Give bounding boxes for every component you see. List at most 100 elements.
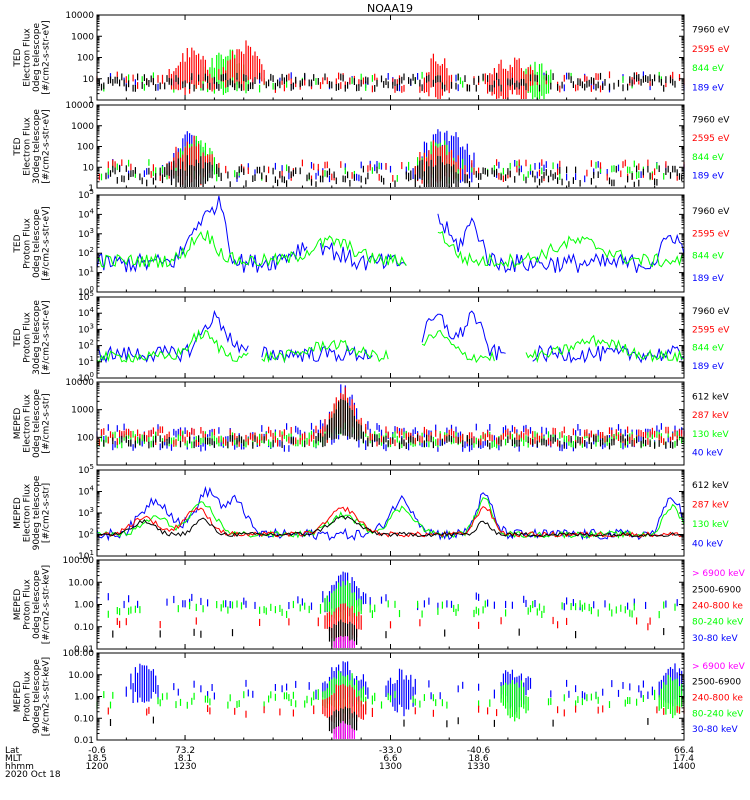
x-tick-label: -0.6 — [88, 746, 106, 756]
x-row-label: 2020 Oct 18 — [5, 770, 61, 780]
x-tick-label: 1400 — [673, 762, 696, 772]
y-tick-label: 1 — [88, 96, 94, 106]
y-label-line: TED — [13, 137, 23, 156]
legend-entry: 7960 eV — [692, 26, 730, 36]
x-tick-label: 18.6 — [469, 754, 489, 764]
y-axis-label: MEPED Electron Flux 0deg telescope [#/cm2-s… — [13, 389, 52, 459]
x-row-label: hhmm — [5, 762, 34, 772]
panel-p8: 0.01 0.10 1.00 10.00 100.00 MEPED Proton Flux 9… — [13, 649, 746, 746]
series--6900-kev — [333, 721, 355, 739]
y-tick-label: 1 — [88, 184, 94, 194]
y-tick-label: 10000 — [65, 378, 94, 388]
panel-p3: 100 101 102 103 104 105 TED Proton Flux 0deg tel… — [13, 188, 730, 298]
y-tick-label: 100 — [77, 54, 94, 64]
y-tick-label: 1000 — [71, 122, 94, 132]
y-tick-label: 102 — [78, 339, 94, 352]
y-tick-label: 105 — [78, 290, 94, 303]
y-tick-label: 100 — [78, 285, 94, 298]
series-line — [96, 497, 685, 539]
legend-entry: 80-240 keV — [692, 709, 744, 719]
legend-entry: 844 eV — [692, 344, 725, 354]
series-189-ev — [96, 309, 685, 364]
legend-entry: 2595 eV — [692, 325, 730, 335]
x-tick-label: 17.4 — [674, 754, 694, 764]
y-tick-label: 1.00 — [74, 601, 94, 611]
y-tick-label: 105 — [78, 463, 94, 476]
legend: > 6900 keV 2500-6900 240-800 ke 80-240 keV 3… — [692, 569, 746, 644]
series-line — [96, 309, 685, 364]
y-tick-label: 101 — [78, 549, 94, 562]
plot-title: NOAA19 — [367, 2, 413, 15]
y-label-line: [#/cm2-s-str-keV] — [42, 657, 52, 736]
legend: 7960 eV 2595 eV 844 eV 189 eV — [692, 115, 730, 181]
y-label-line: [#/cm2-s-str] — [42, 393, 52, 453]
legend-entry: 612 keV — [692, 392, 729, 402]
series-80-240-kev — [107, 580, 676, 624]
y-tick-label: 100 — [77, 433, 94, 443]
y-label-line: 0deg telescope — [32, 389, 42, 459]
y-label-line: 0deg telescope — [32, 570, 42, 640]
y-label-line: 90deg telescope — [32, 475, 42, 550]
legend-entry: 2595 eV — [692, 134, 730, 144]
series-844-ev — [96, 230, 685, 269]
y-tick-label: 0.01 — [74, 645, 94, 655]
y-tick-label: 105 — [78, 188, 94, 201]
legend-entry: 2500-6900 — [692, 678, 741, 688]
series-40-kev — [96, 485, 685, 542]
series-7960-ev — [105, 155, 685, 187]
y-label-line: MEPED — [13, 681, 23, 713]
y-label-line: [#/cm2-s-str-eV] — [42, 300, 52, 375]
x-tick-label: 1200 — [86, 762, 109, 772]
x-tick-label: 73.2 — [175, 746, 195, 756]
y-tick-label: 102 — [78, 528, 94, 541]
legend-entry: 130 keV — [692, 520, 729, 530]
legend-entry: 612 keV — [692, 481, 729, 491]
series-189-ev — [96, 195, 685, 274]
y-tick-label: 100 — [78, 371, 94, 384]
y-label-line: TED — [13, 328, 23, 347]
legend-entry: 844 eV — [692, 64, 725, 74]
legend-entry: 30-80 keV — [692, 634, 738, 644]
y-tick-label: 100.00 — [63, 556, 95, 566]
legend: 7960 eV 2595 eV 844 eV 189 eV — [692, 207, 730, 284]
y-label-line: Proton Flux — [23, 579, 33, 630]
y-label-line: [#/cm2-s-str] — [42, 483, 52, 543]
panel-frame — [96, 194, 685, 293]
panel-p6: 101 102 103 104 105 MEPED Electron Flux 90deg t… — [13, 463, 729, 562]
x-tick-label: 1330 — [467, 762, 490, 772]
series-7960-ev — [96, 72, 676, 92]
series-130-kev — [96, 497, 685, 539]
y-tick-label: 1000 — [71, 406, 94, 416]
y-tick-label: 100 — [77, 143, 94, 153]
y-label-line: 30deg telescope — [32, 300, 42, 375]
legend-entry: 287 keV — [692, 411, 729, 421]
series-30-80-kev — [96, 571, 678, 617]
legend: 7960 eV 2595 eV 844 eV 189 eV — [692, 307, 730, 372]
legend-entry: 2500-6900 — [692, 585, 741, 595]
y-label-line: 90deg telescope — [32, 659, 42, 734]
y-label-line: Proton Flux — [23, 218, 33, 269]
y-tick-label: 1000 — [71, 32, 94, 42]
y-tick-label: 103 — [78, 322, 94, 335]
series-2500-6900 — [112, 619, 665, 648]
y-axis-label: MEPED Electron Flux 90deg telescope [#/cm2-… — [13, 475, 52, 550]
y-tick-label: 103 — [78, 506, 94, 519]
legend-entry: 844 eV — [692, 153, 725, 163]
series-2500-6900 — [109, 706, 649, 739]
y-axis-label: MEPED Proton Flux 90deg telescope [#/cm2-s-… — [13, 657, 52, 736]
series-287-kev — [96, 505, 685, 538]
legend-entry: 189 eV — [692, 362, 725, 372]
y-label-line: Electron Flux — [23, 394, 33, 453]
legend-entry: > 6900 keV — [692, 662, 746, 672]
legend: 612 keV 287 keV 130 keV 40 keV — [692, 392, 729, 458]
panel-p2: 1 10 100 1000 10000 TED Electron Flux 30deg tel… — [13, 101, 730, 194]
panel-frame — [96, 296, 685, 379]
series-line — [96, 515, 685, 538]
y-label-line: 0deg telescope — [32, 23, 42, 93]
legend-entry: 189 eV — [692, 172, 725, 182]
legend-entry: 130 keV — [692, 430, 729, 440]
series-line — [96, 195, 685, 274]
y-tick-label: 10 — [83, 163, 95, 173]
